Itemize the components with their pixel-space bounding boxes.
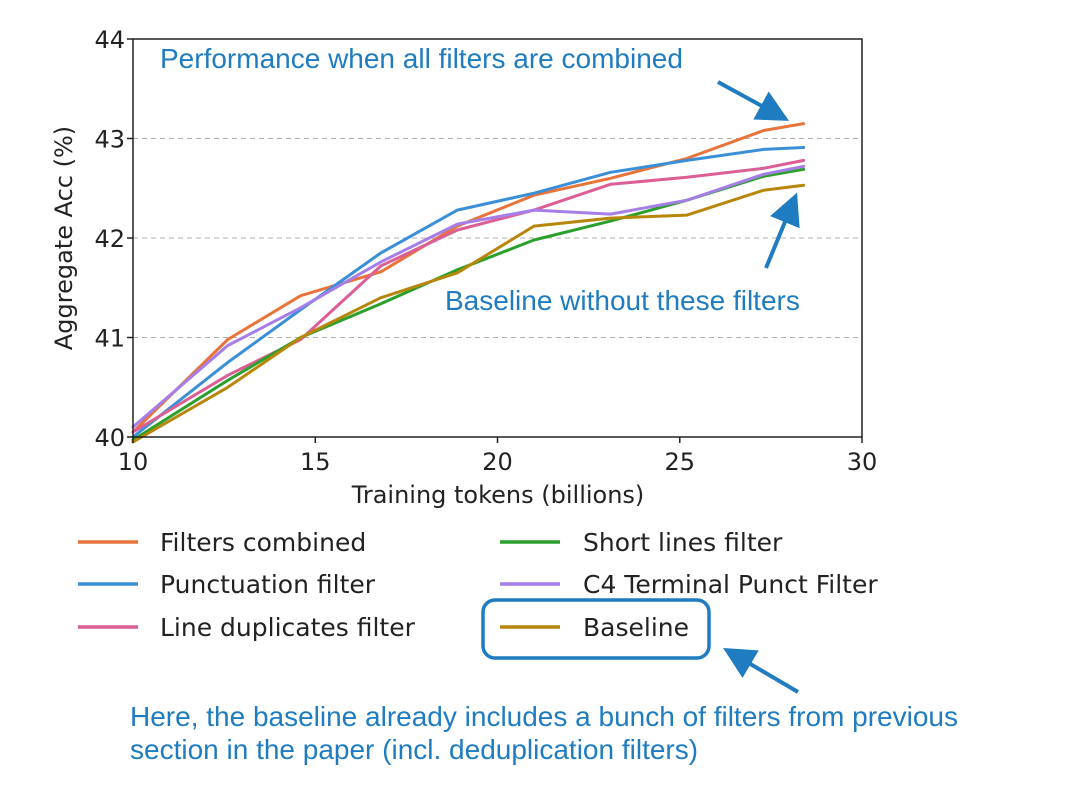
legend: Filters combined Punctuation filter Line d…	[78, 528, 878, 642]
y-tick-label: 44	[94, 26, 125, 54]
y-axis-label: Aggregate Acc (%)	[50, 126, 78, 350]
legend-label-baseline: Baseline	[583, 613, 689, 642]
annotation-filters-combined: Performance when all filters are combine…	[160, 43, 683, 74]
legend-label-short-lines-filter: Short lines filter	[583, 528, 783, 557]
y-tick-label: 41	[94, 325, 125, 353]
legend-label-filters-combined: Filters combined	[160, 528, 366, 557]
annotation-arrow-baseline	[764, 192, 800, 269]
x-tick-label: 20	[482, 448, 513, 476]
series-line-c4-terminal-punct-filter	[131, 164, 806, 429]
y-tick-label: 43	[94, 126, 125, 154]
note-line-2: section in the paper (incl. deduplicatio…	[130, 734, 699, 765]
legend-label-punctuation-filter: Punctuation filter	[160, 570, 376, 599]
axis-ticks: 10 15 20 25 30 40 41 42 43 44	[94, 26, 877, 476]
x-tick-label: 25	[664, 448, 695, 476]
x-axis-label: Training tokens (billions)	[351, 481, 645, 509]
note-line-1: Here, the baseline already includes a bu…	[130, 701, 958, 732]
legend-label-c4-terminal-punct-filter: C4 Terminal Punct Filter	[583, 570, 878, 599]
series-line-punctuation-filter	[131, 146, 806, 439]
x-tick-label: 10	[118, 448, 149, 476]
y-tick-label: 40	[94, 424, 125, 452]
series-line-baseline	[131, 183, 806, 444]
baseline-highlight-box	[481, 598, 711, 660]
series-lines	[131, 122, 806, 444]
annotation-arrow-note	[723, 647, 800, 694]
y-tick-label: 42	[94, 225, 125, 253]
x-tick-label: 15	[300, 448, 331, 476]
legend-label-line-duplicates-filter: Line duplicates filter	[160, 613, 416, 642]
explanatory-note: Here, the baseline already includes a bu…	[130, 700, 1070, 766]
annotation-baseline: Baseline without these filters	[445, 285, 800, 316]
annotation-arrow-filters-combined	[717, 80, 790, 121]
series-line-filters-combined	[131, 122, 806, 434]
x-tick-label: 30	[847, 448, 878, 476]
